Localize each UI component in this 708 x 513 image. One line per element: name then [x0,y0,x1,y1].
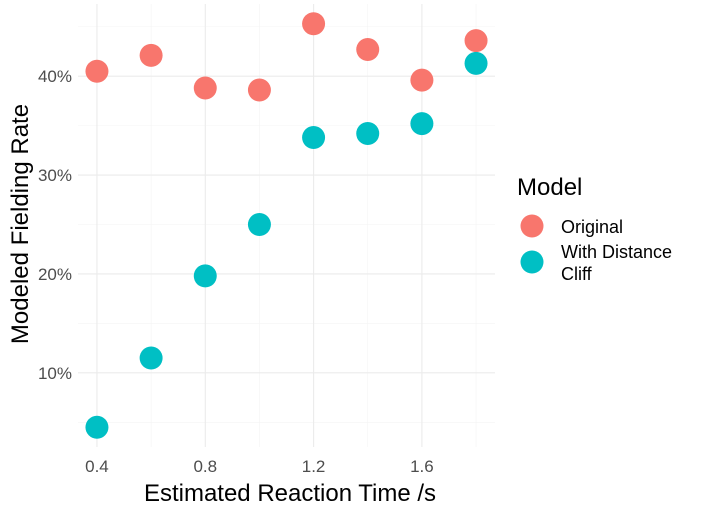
legend-key-with-distance-cliff [520,250,544,274]
data-point-original [464,29,488,53]
major-gridlines [78,4,495,447]
y-axis-ticks: 10% 20% 30% 40% [38,67,72,383]
legend-items: Original With Distance Cliff [520,214,672,284]
y-axis-title: Modeled Fielding Rate [7,104,34,344]
data-point-with-distance-cliff [302,125,326,149]
data-point-with-distance-cliff [193,264,217,288]
data-point-original [247,78,271,102]
data-point-with-distance-cliff [139,346,163,370]
data-point-original [302,12,326,36]
data-points [85,12,488,439]
x-tick-label: 1.2 [302,457,326,476]
data-point-with-distance-cliff [356,122,380,146]
data-point-with-distance-cliff [410,112,434,136]
data-point-original [193,76,217,100]
x-tick-label: 0.4 [85,457,109,476]
data-point-with-distance-cliff [85,415,109,439]
legend-label-with-distance-cliff: With Distance Cliff [561,242,672,284]
x-axis-ticks: 0.4 0.8 1.2 1.6 [85,457,434,476]
minor-gridlines [78,4,495,447]
data-point-original [139,43,163,67]
y-tick-label: 10% [38,364,72,383]
data-point-original [410,68,434,92]
y-tick-label: 40% [38,67,72,86]
data-point-with-distance-cliff [464,51,488,75]
y-tick-label: 20% [38,265,72,284]
x-axis-title: Estimated Reaction Time /s [144,480,436,507]
data-point-with-distance-cliff [247,213,271,237]
x-tick-label: 0.8 [193,457,217,476]
legend-title: Model [517,174,582,201]
data-point-original [85,59,109,83]
legend-label-original: Original [561,217,623,237]
y-tick-label: 30% [38,166,72,185]
legend: Model Original With Distance Cliff [517,174,672,284]
legend-key-original [520,214,544,238]
data-point-original [356,37,380,61]
x-tick-label: 1.6 [410,457,434,476]
